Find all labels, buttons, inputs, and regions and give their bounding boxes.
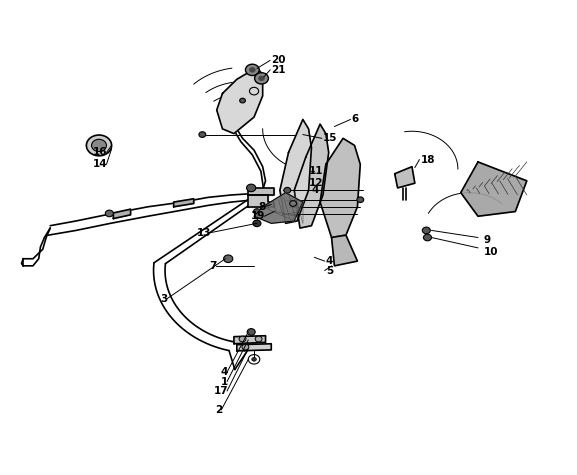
Text: 20: 20 [271, 56, 286, 66]
Circle shape [199, 132, 206, 137]
Text: 19: 19 [251, 211, 265, 221]
Text: 10: 10 [484, 247, 498, 256]
Polygon shape [217, 67, 263, 133]
Polygon shape [461, 162, 527, 216]
Circle shape [252, 358, 256, 361]
Circle shape [253, 209, 260, 214]
Polygon shape [395, 167, 415, 188]
Text: 16: 16 [93, 148, 108, 158]
Polygon shape [332, 235, 357, 266]
Circle shape [258, 76, 264, 81]
Polygon shape [234, 336, 265, 344]
Circle shape [239, 336, 246, 342]
Text: 18: 18 [421, 154, 435, 164]
Text: 1: 1 [221, 377, 228, 387]
Circle shape [290, 200, 297, 206]
Polygon shape [174, 199, 194, 207]
Text: 15: 15 [323, 133, 338, 143]
Text: 21: 21 [271, 65, 286, 75]
Text: 5: 5 [326, 266, 333, 276]
Text: 2: 2 [215, 405, 223, 415]
Text: 6: 6 [351, 114, 359, 124]
Polygon shape [320, 138, 360, 238]
Circle shape [242, 344, 249, 350]
Circle shape [224, 255, 233, 263]
Circle shape [239, 98, 245, 103]
Text: 4: 4 [221, 367, 228, 377]
Circle shape [106, 210, 113, 217]
Text: 4: 4 [326, 256, 333, 266]
Circle shape [284, 188, 291, 193]
Circle shape [249, 67, 255, 72]
Circle shape [246, 184, 256, 192]
Polygon shape [248, 188, 274, 195]
Text: 12: 12 [309, 178, 323, 188]
Polygon shape [113, 209, 130, 218]
Polygon shape [254, 193, 303, 223]
Text: 9: 9 [484, 235, 491, 245]
Polygon shape [280, 119, 312, 223]
Text: 14: 14 [93, 159, 108, 169]
Circle shape [245, 64, 259, 76]
Circle shape [422, 227, 430, 234]
Circle shape [424, 234, 432, 241]
Circle shape [253, 220, 261, 227]
Circle shape [247, 329, 255, 335]
Text: 13: 13 [197, 228, 211, 238]
Text: 4: 4 [312, 185, 319, 195]
Text: 11: 11 [309, 166, 323, 176]
Circle shape [357, 197, 364, 202]
Text: 17: 17 [213, 386, 228, 396]
Polygon shape [237, 344, 271, 351]
Circle shape [254, 73, 268, 84]
Text: 3: 3 [160, 294, 168, 304]
Circle shape [87, 135, 111, 156]
Text: 7: 7 [209, 261, 217, 271]
Polygon shape [248, 195, 274, 207]
Text: 8: 8 [258, 202, 265, 212]
Circle shape [255, 336, 262, 342]
Polygon shape [294, 124, 329, 228]
Circle shape [92, 139, 107, 152]
